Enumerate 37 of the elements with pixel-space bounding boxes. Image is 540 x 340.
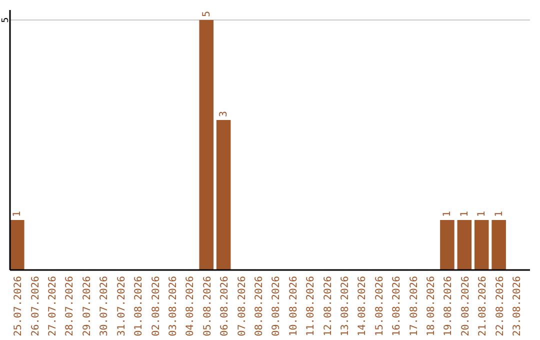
x-tick-label: 27.07.2026 xyxy=(48,276,59,336)
x-tick-label: 01.08.2026 xyxy=(134,276,145,336)
x-tick-label: 20.08.2026 xyxy=(460,276,472,336)
data-label: 1 xyxy=(476,210,488,217)
x-tick-label: 13.08.2026 xyxy=(340,276,351,336)
x-tick-label: 05.08.2026 xyxy=(202,276,214,336)
data-label: 5 xyxy=(201,10,212,17)
x-tick-label: 09.08.2026 xyxy=(271,276,282,336)
x-tick-label: 15.08.2026 xyxy=(374,276,386,336)
data-label: 3 xyxy=(218,110,230,117)
x-tick-label: 11.08.2026 xyxy=(306,276,317,336)
x-tick-label: 14.08.2026 xyxy=(357,276,368,336)
x-tick-label: 03.08.2026 xyxy=(168,276,179,336)
x-tick-label: 04.08.2026 xyxy=(185,276,196,336)
x-tick-label: 08.08.2026 xyxy=(254,276,265,336)
x-tick-label: 02.08.2026 xyxy=(150,276,162,336)
x-tick-label: 21.08.2026 xyxy=(478,276,489,336)
x-tick-label: 10.08.2026 xyxy=(288,276,300,336)
x-tick-label: 19.08.2026 xyxy=(443,276,454,336)
x-tick-label: 07.08.2026 xyxy=(236,276,248,336)
x-tick-label: 30.07.2026 xyxy=(99,276,110,336)
x-tick-label: 17.08.2026 xyxy=(408,276,420,336)
data-label: 1 xyxy=(12,210,24,217)
x-tick-label: 31.07.2026 xyxy=(116,276,128,336)
x-tick-label: 28.07.2026 xyxy=(64,276,76,336)
data-label: 1 xyxy=(442,210,454,217)
x-tick-label: 16.08.2026 xyxy=(392,276,403,336)
data-label: 1 xyxy=(459,210,470,217)
x-tick-label: 22.08.2026 xyxy=(494,276,506,336)
data-label: 1 xyxy=(494,210,505,217)
x-tick-label: 06.08.2026 xyxy=(220,276,231,336)
x-tick-label: 23.08.2026 xyxy=(512,276,524,336)
x-tick-label: 25.07.2026 xyxy=(13,276,24,336)
x-tick-label: 18.08.2026 xyxy=(426,276,438,336)
x-tick-label: 26.07.2026 xyxy=(30,276,42,336)
x-tick-label: 12.08.2026 xyxy=(322,276,334,336)
x-tick-label: 29.07.2026 xyxy=(82,276,93,336)
